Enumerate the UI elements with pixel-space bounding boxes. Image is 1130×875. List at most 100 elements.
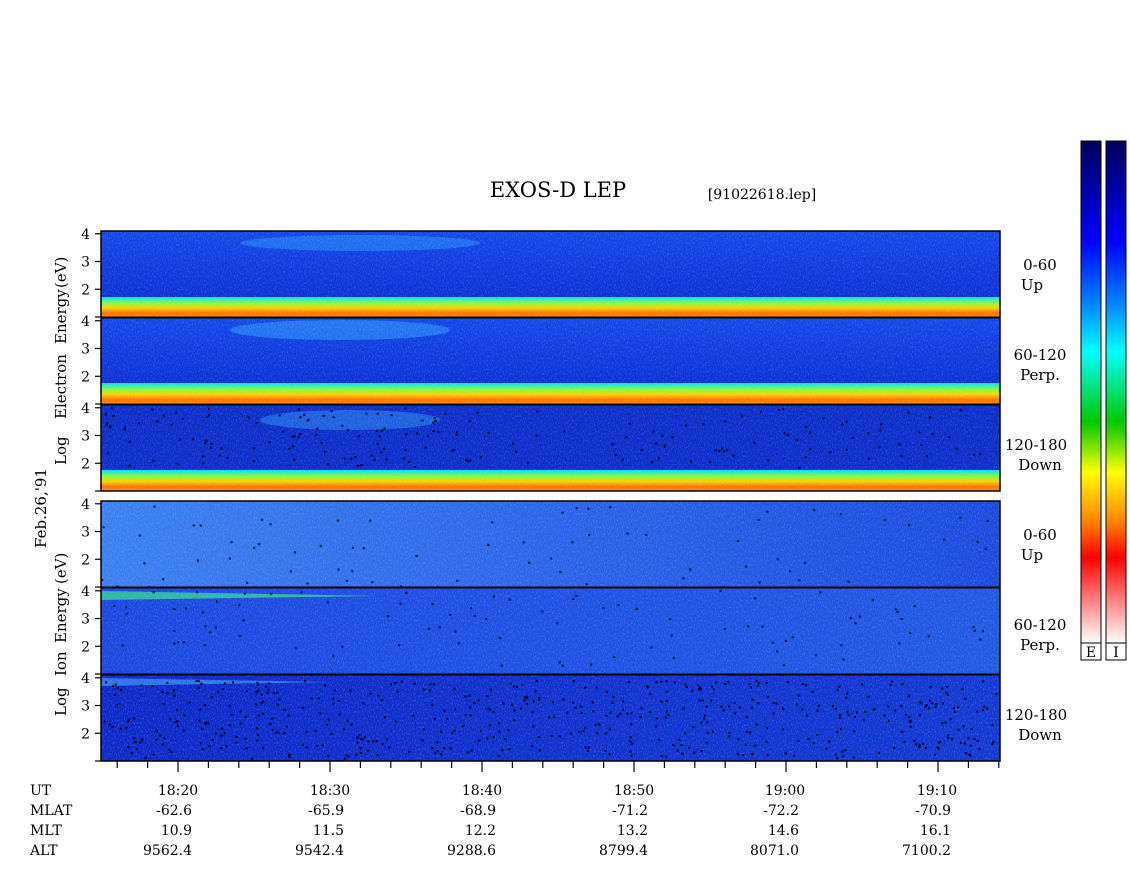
noise-dot — [919, 714, 922, 717]
noise-dot — [105, 424, 108, 427]
ephemeris-value: 10.9 — [161, 823, 192, 839]
y-tick-label: 4 — [81, 671, 90, 687]
noise-dot — [992, 740, 995, 743]
noise-dot — [719, 589, 722, 592]
noise-dot — [784, 639, 787, 642]
noise-dot — [880, 423, 883, 426]
noise-dot — [470, 749, 473, 752]
y-tick-label: 2 — [81, 369, 90, 385]
noise-dot — [847, 580, 850, 583]
noise-dot — [630, 712, 633, 715]
noise-dot — [161, 691, 164, 694]
noise-dot — [106, 422, 109, 425]
noise-dot — [303, 413, 306, 416]
noise-dot — [684, 683, 687, 686]
noise-dot — [359, 751, 362, 754]
noise-dot — [204, 625, 207, 628]
noise-dot — [946, 693, 949, 696]
noise-dot — [307, 418, 310, 421]
noise-dot — [920, 702, 923, 705]
noise-dot — [947, 734, 950, 737]
noise-dot — [609, 711, 612, 714]
noise-dot — [751, 698, 754, 701]
noise-dot — [508, 598, 511, 601]
noise-dot — [293, 435, 296, 438]
noise-dot — [586, 749, 589, 752]
noise-dot — [661, 434, 664, 437]
noise-dot — [492, 711, 495, 714]
noise-dot — [839, 713, 842, 716]
noise-dot — [220, 447, 223, 450]
noise-dot — [867, 457, 870, 460]
noise-dot — [431, 747, 434, 750]
noise-dot — [612, 695, 615, 698]
i-dir-perp: Perp. — [1020, 636, 1060, 654]
noise-dot — [260, 702, 263, 705]
noise-dot — [772, 701, 775, 704]
noise-dot — [317, 697, 320, 700]
noise-dot — [605, 691, 608, 694]
noise-dot — [526, 697, 529, 700]
noise-dot — [520, 707, 523, 710]
electron-ylabel: Log Electron Energy (eV) — [52, 257, 70, 465]
noise-dot — [112, 415, 115, 418]
noise-dot — [655, 681, 658, 684]
noise-dot — [784, 752, 787, 755]
noise-dot — [746, 716, 749, 719]
noise-dot — [270, 592, 273, 595]
noise-dot — [747, 625, 750, 628]
ephemeris-value: -71.2 — [612, 803, 648, 819]
noise-dot — [982, 680, 985, 683]
noise-dot — [509, 682, 512, 685]
noise-dot — [152, 753, 155, 756]
noise-dot — [435, 420, 438, 423]
noise-dot — [841, 423, 844, 426]
ion-ylabel-energy: Energy — [52, 588, 70, 643]
noise-dot — [498, 637, 501, 640]
noise-dot — [757, 702, 760, 705]
ephemeris-value: 7100.2 — [902, 843, 951, 859]
y-tick-label: 2 — [81, 456, 90, 472]
figure-title: EXOS-D LEP — [490, 178, 626, 202]
noise-dot — [915, 743, 918, 746]
noise-dot — [440, 731, 443, 734]
ephemeris-value: 19:10 — [917, 783, 957, 799]
noise-dot — [614, 453, 617, 456]
noise-dot — [215, 600, 218, 603]
noise-dot — [909, 725, 912, 728]
noise-dot — [369, 519, 372, 522]
noise-dot — [629, 736, 632, 739]
noise-dot — [538, 698, 541, 701]
noise-dot — [343, 457, 346, 460]
noise-dot — [877, 751, 880, 754]
noise-dot — [375, 739, 378, 742]
noise-dot — [395, 720, 398, 723]
noise-dot — [399, 585, 402, 588]
noise-dot — [786, 433, 789, 436]
noise-dot — [262, 746, 265, 749]
noise-dot — [680, 743, 683, 746]
noise-dot — [125, 612, 128, 615]
noise-dot — [741, 415, 744, 418]
noise-dot — [513, 709, 516, 712]
noise-dot — [558, 661, 561, 664]
noise-dot — [693, 751, 696, 754]
noise-dot — [173, 608, 176, 611]
noise-dot — [195, 680, 198, 683]
noise-dot — [933, 753, 936, 756]
noise-dot — [587, 746, 590, 749]
noise-dot — [660, 680, 663, 683]
noise-dot — [840, 644, 843, 647]
noise-dot — [433, 417, 436, 420]
noise-dot — [804, 456, 807, 459]
noise-dot — [123, 428, 126, 431]
noise-dot — [722, 709, 725, 712]
noise-dot — [299, 416, 302, 419]
electron-colorbar-label: E — [1086, 645, 1096, 661]
noise-dot — [359, 747, 362, 750]
y-tick-label: 2 — [81, 282, 90, 298]
noise-dot — [162, 578, 165, 581]
noise-dot — [710, 699, 713, 702]
noise-dot — [269, 523, 272, 526]
noise-dot — [845, 420, 848, 423]
